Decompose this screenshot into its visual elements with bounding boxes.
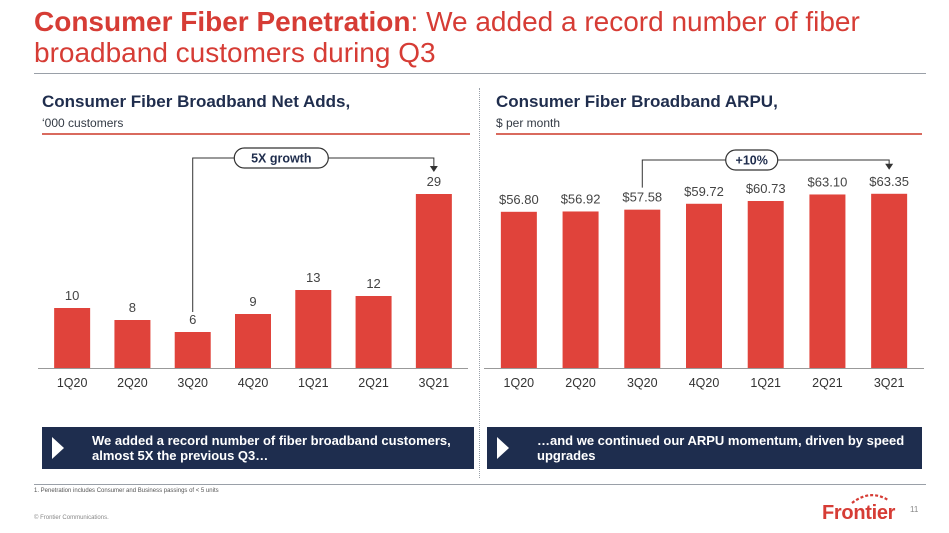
logo-arc-icon: [851, 494, 889, 504]
data-label-2Q20: 8: [129, 300, 136, 315]
annotation-arrowhead: [885, 163, 894, 170]
left-callout-text: We added a record number of fiber broadb…: [92, 433, 451, 463]
data-label-1Q21: $60.73: [746, 181, 786, 196]
data-label-1Q20: $56.80: [499, 192, 539, 207]
right-callout-text: …and we continued our ARPU momentum, dri…: [537, 433, 905, 463]
data-label-2Q21: $63.10: [808, 174, 848, 189]
data-label-4Q20: $59.72: [684, 184, 724, 199]
tick-label-3Q20: 3Q20: [627, 376, 658, 390]
tick-label-2Q21: 2Q21: [358, 376, 389, 390]
tick-label-3Q20: 3Q20: [177, 376, 208, 390]
bar-1Q20: [500, 211, 537, 368]
data-label-1Q21: 13: [306, 270, 320, 285]
tick-label-1Q20: 1Q20: [57, 376, 88, 390]
tick-label-1Q21: 1Q21: [298, 376, 329, 390]
left-chart-subtitle: ‘000 customers: [42, 116, 124, 130]
bar-3Q20: [174, 332, 211, 368]
slide-title-bold: Consumer Fiber Penetration: [34, 6, 411, 37]
right-chart-rule: [496, 133, 922, 135]
footnote: 1. Penetration includes Consumer and Bus…: [34, 488, 219, 494]
data-label-3Q20: $57.58: [622, 190, 662, 205]
data-label-1Q20: 10: [65, 288, 79, 303]
left-callout: We added a record number of fiber broadb…: [42, 427, 474, 469]
bar-2Q21: [809, 194, 846, 368]
slide-title-rest: : We added a record number of fiber broa…: [34, 6, 860, 68]
tick-label-2Q21: 2Q21: [812, 376, 843, 390]
left-chart-rule: [42, 133, 470, 135]
annotation-bracket: [192, 157, 435, 312]
bar-3Q21: [415, 194, 452, 368]
page-number: 11: [910, 505, 919, 514]
data-label-3Q21: $63.35: [869, 174, 909, 189]
right-callout: …and we continued our ARPU momentum, dri…: [487, 427, 922, 469]
tick-label-4Q20: 4Q20: [238, 376, 269, 390]
data-label-3Q21: 29: [427, 174, 441, 189]
bar-1Q20: [54, 308, 91, 368]
copyright: © Frontier Communications.: [34, 515, 109, 521]
data-label-4Q20: 9: [249, 294, 256, 309]
bar-2Q20: [562, 211, 599, 368]
bar-3Q21: [871, 193, 908, 368]
data-label-3Q20: 6: [189, 312, 196, 327]
annotation-pill: [233, 147, 329, 169]
annotation-pill: [725, 149, 779, 171]
tick-label-3Q21: 3Q21: [874, 376, 905, 390]
slide-title: Consumer Fiber Penetration: We added a r…: [34, 6, 914, 68]
frontier-logo: Frontier: [822, 492, 896, 526]
data-label-2Q21: 12: [366, 276, 380, 291]
tick-label-1Q20: 1Q20: [504, 376, 535, 390]
tick-label-3Q21: 3Q21: [419, 376, 450, 390]
tick-label-2Q20: 2Q20: [117, 376, 148, 390]
bar-4Q20: [686, 203, 722, 368]
arpu-chart: $56.80 1Q20 $56.92 2Q20 $57.58 3Q20 $59.72 4Q20…: [484, 149, 924, 390]
right-chart-subtitle: $ per month: [496, 116, 561, 130]
bar-1Q21: [295, 290, 332, 368]
play-arrow-icon: [497, 437, 509, 459]
bar-3Q20: [624, 209, 661, 368]
annotation-text: 5X growth: [251, 152, 311, 166]
left-chart-title: Consumer Fiber Broadband Net Adds,: [42, 92, 351, 111]
tick-label-4Q20: 4Q20: [689, 376, 720, 390]
annotation-text: +10%: [736, 154, 768, 168]
tick-label-2Q20: 2Q20: [565, 376, 596, 390]
title-divider: [34, 73, 926, 74]
data-label-2Q20: $56.92: [561, 191, 601, 206]
bar-2Q21: [355, 296, 392, 368]
bar-2Q20: [114, 320, 151, 368]
tick-label-1Q21: 1Q21: [750, 376, 781, 390]
play-arrow-icon: [52, 437, 64, 459]
right-chart-title: Consumer Fiber Broadband ARPU,: [496, 92, 778, 111]
annotation-arrowhead: [429, 166, 438, 172]
panel-divider: [479, 88, 480, 478]
bar-1Q21: [747, 200, 784, 368]
footer-divider: [34, 484, 926, 485]
bar-4Q20: [235, 314, 271, 368]
logo-wordmark: Frontier: [822, 502, 896, 524]
net-adds-chart: 10 1Q20 8 2Q20 6 3Q20 9 4Q20 13 1Q21 12 2Q21 29 3Q21 5…: [38, 147, 468, 390]
